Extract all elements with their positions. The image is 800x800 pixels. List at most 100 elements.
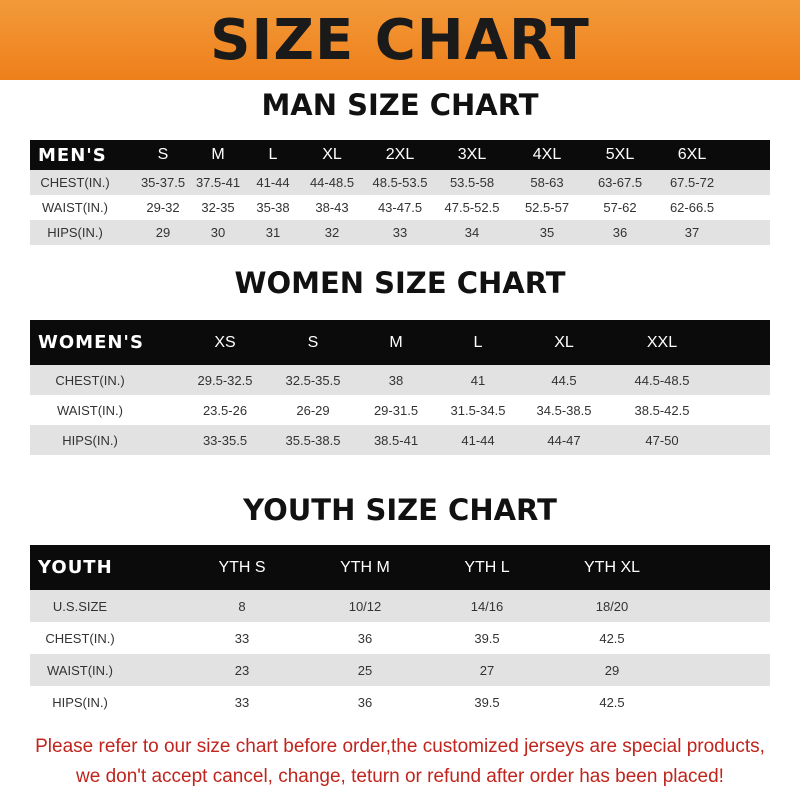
measurement-cell: 41-44 xyxy=(461,432,495,448)
table-row: WAIST(IN.) 29-32 32-35 35-38 38-43 43-47.5 47.… xyxy=(30,195,770,220)
measurement-cell: 41-44 xyxy=(256,175,290,190)
measurement-cell: 44.5 xyxy=(551,372,577,388)
measurement-cell: 36 xyxy=(357,694,373,710)
measurement-cell: 42.5 xyxy=(599,630,625,646)
women-size-table: WOMEN'S XS S M L XL XXL CHEST(IN.) 29.5-32.5 32.5… xyxy=(30,320,770,455)
measurement-cell: 39.5 xyxy=(474,630,500,646)
row-label: HIPS(IN.) xyxy=(47,225,103,240)
measurement-cell: 33-35.5 xyxy=(202,432,248,448)
measurement-cell: 14/16 xyxy=(470,598,504,614)
measurement-cell: 29.5-32.5 xyxy=(197,372,253,388)
measurement-cell: 31.5-34.5 xyxy=(450,402,506,418)
measurement-cell: 32-35 xyxy=(201,200,235,215)
measurement-cell: 44-48.5 xyxy=(309,175,355,190)
measurement-cell: 18/20 xyxy=(595,598,629,614)
measurement-cell: 35.5-38.5 xyxy=(285,432,341,448)
table-row: U.S.SIZE 8 10/12 14/16 18/20 xyxy=(30,590,770,622)
size-header-cell: XXL xyxy=(646,333,678,351)
row-label: HIPS(IN.) xyxy=(62,432,118,448)
measurement-cell: 29 xyxy=(604,662,620,678)
measurement-cell: 67.5-72 xyxy=(669,175,715,190)
row-label: WAIST(IN.) xyxy=(42,200,108,215)
size-header-cell: 6XL xyxy=(677,146,707,163)
measurement-cell: 38 xyxy=(388,372,404,388)
measurement-cell: 29-31.5 xyxy=(373,402,419,418)
row-label: CHEST(IN.) xyxy=(45,630,115,646)
measurement-cell: 63-67.5 xyxy=(597,175,643,190)
women-title: WOMEN SIZE CHART xyxy=(234,266,566,300)
measurement-cell: 33 xyxy=(392,225,408,240)
size-header-cell: 4XL xyxy=(532,146,562,163)
measurement-cell: 44-47 xyxy=(547,432,581,448)
measurement-cell: 35-38 xyxy=(256,200,290,215)
size-header-cell: S xyxy=(307,333,319,351)
measurement-cell: 62-66.5 xyxy=(669,200,715,215)
size-header-cell: YTH L xyxy=(464,558,510,576)
size-header-cell: L xyxy=(473,333,483,351)
measurement-cell: 39.5 xyxy=(474,694,500,710)
measurement-cell: 29 xyxy=(155,225,171,240)
notice-line-1: Please refer to our size chart before or… xyxy=(35,736,765,757)
measurement-cell: 26-29 xyxy=(296,402,330,418)
row-label: CHEST(IN.) xyxy=(55,372,125,388)
measurement-cell: 57-62 xyxy=(603,200,637,215)
size-header-cell: M xyxy=(211,146,225,163)
measurement-cell: 31 xyxy=(265,225,281,240)
measurement-cell: 34.5-38.5 xyxy=(536,402,592,418)
table-title-cell: MEN'S xyxy=(38,144,107,166)
table-row: HIPS(IN.) 29 30 31 32 33 34 35 36 37 xyxy=(30,220,770,245)
measurement-cell: 32.5-35.5 xyxy=(285,372,341,388)
youth-size-table: YOUTH YTH S YTH M YTH L YTH XL U.S.SIZE 8 10/12… xyxy=(30,545,770,718)
measurement-cell: 36 xyxy=(357,630,373,646)
notice-line-2: we don't accept cancel, change, teturn o… xyxy=(76,766,724,787)
row-label: CHEST(IN.) xyxy=(40,175,110,190)
measurement-cell: 30 xyxy=(210,225,226,240)
row-label: WAIST(IN.) xyxy=(47,662,113,678)
size-header-cell: 2XL xyxy=(385,146,415,163)
measurement-cell: 33 xyxy=(234,630,250,646)
measurement-cell: 37.5-41 xyxy=(195,175,241,190)
row-label: U.S.SIZE xyxy=(52,598,108,614)
size-header-cell: YTH XL xyxy=(583,558,641,576)
table-row: WAIST(IN.) 23 25 27 29 xyxy=(30,654,770,686)
table-row: WAIST(IN.) 23.5-26 26-29 29-31.5 31.5-34.5 34… xyxy=(30,395,770,425)
size-header-cell: S xyxy=(157,146,169,163)
header-row: YOUTH YTH S YTH M YTH L YTH XL xyxy=(30,545,770,590)
measurement-cell: 23.5-26 xyxy=(202,402,248,418)
table-row: CHEST(IN.) 29.5-32.5 32.5-35.5 38 41 44.5 44.5… xyxy=(30,365,770,395)
measurement-cell: 33 xyxy=(234,694,250,710)
measurement-cell: 53.5-58 xyxy=(449,175,495,190)
measurement-cell: 8 xyxy=(238,598,246,614)
banner: SIZE CHART xyxy=(0,0,800,80)
measurement-cell: 35 xyxy=(539,225,555,240)
header-row: WOMEN'S XS S M L XL XXL xyxy=(30,320,770,365)
measurement-cell: 34 xyxy=(464,225,480,240)
measurement-cell: 47.5-52.5 xyxy=(444,200,500,215)
row-label: HIPS(IN.) xyxy=(52,694,108,710)
measurement-cell: 23 xyxy=(234,662,250,678)
size-header-cell: XS xyxy=(214,333,236,351)
banner-title: SIZE CHART xyxy=(210,7,590,73)
measurement-cell: 42.5 xyxy=(599,694,625,710)
measurement-cell: 41 xyxy=(470,372,486,388)
table-row: CHEST(IN.) 33 36 39.5 42.5 xyxy=(30,622,770,654)
measurement-cell: 47-50 xyxy=(645,432,679,448)
size-header-cell: L xyxy=(268,146,278,163)
measurement-cell: 27 xyxy=(479,662,495,678)
measurement-cell: 44.5-48.5 xyxy=(634,372,690,388)
men-size-table: MEN'S S M L XL 2XL 3XL 4XL 5XL 6XL CHEST(IN.) 35-37… xyxy=(30,140,770,245)
size-header-cell: XL xyxy=(554,333,574,351)
row-label: WAIST(IN.) xyxy=(57,402,123,418)
size-header-cell: 3XL xyxy=(457,146,487,163)
measurement-cell: 38-43 xyxy=(315,200,349,215)
size-header-cell: XL xyxy=(322,146,342,163)
table-title-cell: WOMEN'S xyxy=(38,332,144,353)
measurement-cell: 43-47.5 xyxy=(377,200,423,215)
measurement-cell: 29-32 xyxy=(146,200,180,215)
measurement-cell: 25 xyxy=(357,662,373,678)
measurement-cell: 35-37.5 xyxy=(140,175,186,190)
size-header-cell: YTH M xyxy=(340,558,390,576)
table-row: HIPS(IN.) 33 36 39.5 42.5 xyxy=(30,686,770,718)
youth-title: YOUTH SIZE CHART xyxy=(243,493,557,527)
header-row: MEN'S S M L XL 2XL 3XL 4XL 5XL 6XL xyxy=(30,140,770,170)
